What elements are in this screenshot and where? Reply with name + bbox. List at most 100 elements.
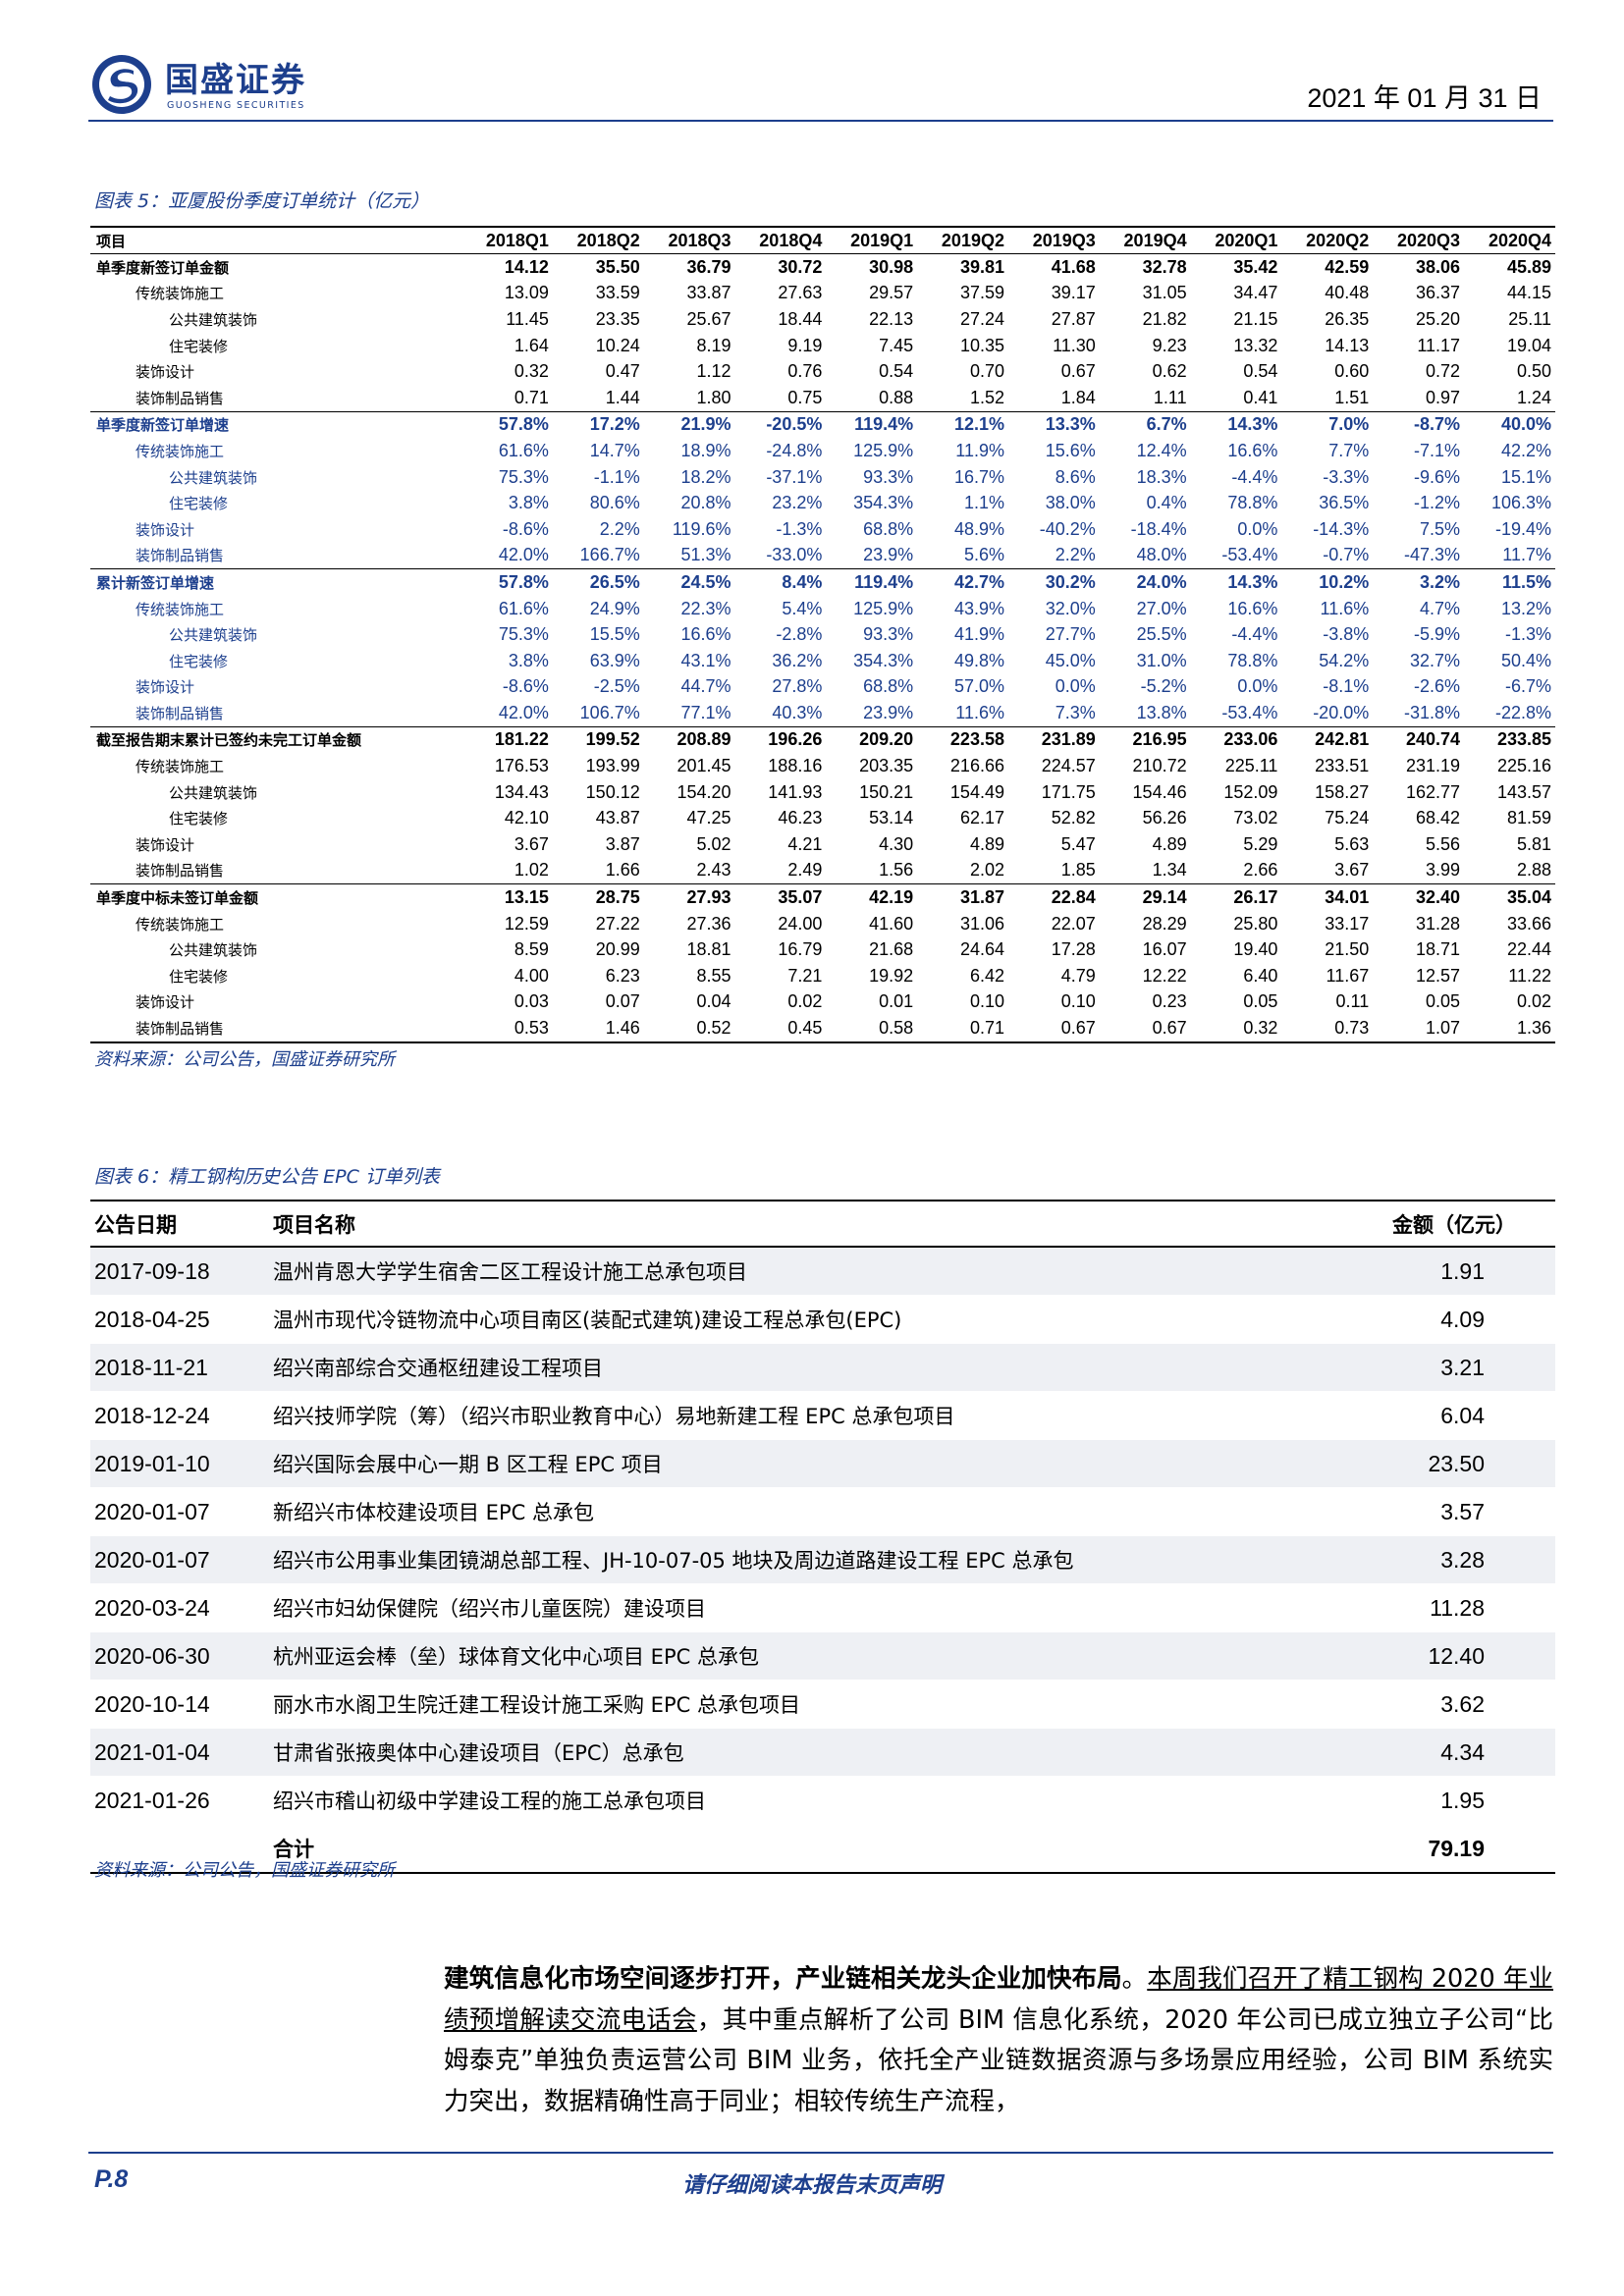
announcement-date: 2018-11-21 <box>90 1343 273 1392</box>
table-row: 传统装饰施工 12.59 27.22 27.36 24.00 41.60 31.06 22.0… <box>90 911 1555 937</box>
table-cell: 23.2% <box>772 493 823 513</box>
table-cell: 12.57 <box>1416 965 1461 986</box>
table-cell: 223.58 <box>917 725 1008 754</box>
table-cell: 16.7% <box>953 466 1004 487</box>
table-cell: 8.55 <box>696 965 731 986</box>
table-cell: 141.93 <box>768 781 823 802</box>
row-label: 装饰设计 <box>135 679 195 697</box>
table-cell: 21.68 <box>869 939 914 960</box>
table-cell: 0.53 <box>461 1015 553 1043</box>
table-cell: 125.9% <box>853 598 914 618</box>
table-cell: 125.9% <box>853 440 914 460</box>
table-row: 装饰制品销售 42.0% 106.7% 77.1% 40.3% 23.9% 11.6% 7.3… <box>90 700 1555 726</box>
table-cell: 30.98 <box>826 252 918 281</box>
table-cell: 0.60 <box>1334 361 1370 382</box>
table-header-row: 公告日期 项目名称 金额（亿元） <box>90 1200 1555 1248</box>
table-cell: 12.59 <box>504 913 549 934</box>
table-cell: 6.40 <box>1243 965 1278 986</box>
table-cell: 0.71 <box>514 387 549 407</box>
table-cell: -37.1% <box>766 466 823 487</box>
table-cell: 50.4% <box>1500 650 1551 670</box>
table-cell: 18.71 <box>1416 939 1461 960</box>
table-cell: 18.44 <box>778 308 823 329</box>
table-cell: 21.50 <box>1325 939 1370 960</box>
table-cell: 13.2% <box>1500 598 1551 618</box>
table-cell: 354.3% <box>853 493 914 513</box>
table-cell: 19.04 <box>1506 335 1551 355</box>
table-cell: 2.02 <box>969 860 1004 881</box>
table-row: 2018-11-21 绍兴南部综合交通枢纽建设工程项目 3.21 <box>90 1343 1555 1392</box>
table-cell: 201.45 <box>677 756 731 776</box>
table-cell: 0.47 <box>605 361 640 382</box>
table-cell: 9.19 <box>787 335 823 355</box>
table-cell: 29.57 <box>869 283 914 303</box>
table-cell: 209.20 <box>826 725 918 754</box>
table-cell: 5.4% <box>782 598 823 618</box>
table-cell: 0.02 <box>1516 991 1551 1012</box>
table-cell: 225.11 <box>1224 756 1278 776</box>
table-cell: 26.35 <box>1325 308 1370 329</box>
table-cell: -22.8% <box>1494 702 1551 722</box>
report-date: 2021 年 01 月 31 日 <box>1307 83 1542 113</box>
guosheng-logo-icon <box>92 55 151 114</box>
table-cell: 0.32 <box>514 361 549 382</box>
table-cell: 0.02 <box>787 991 823 1012</box>
table-cell: 106.3% <box>1490 493 1551 513</box>
table-row: 2020-03-24 绍兴市妇幼保健院（绍兴市儿童医院）建设项目 11.28 <box>90 1583 1555 1632</box>
column-header: 2019Q2 <box>917 226 1008 254</box>
table-cell: 68.8% <box>863 676 914 697</box>
amount: 1.91 <box>1274 1247 1555 1296</box>
table-cell: 25.67 <box>686 308 731 329</box>
table-row: 2017-09-18 温州肯恩大学学生宿舍二区工程设计施工总承包项目 1.91 <box>90 1247 1555 1296</box>
table-cell: 11.67 <box>1326 965 1370 986</box>
table-cell: -7.1% <box>1414 440 1461 460</box>
table-row: 传统装饰施工 61.6% 24.9% 22.3% 5.4% 125.9% 43.9% 32.0… <box>90 596 1555 622</box>
table-cell: 4.00 <box>514 965 549 986</box>
announcement-date: 2020-06-30 <box>90 1631 273 1681</box>
table-row: 住宅装修 1.64 10.24 8.19 9.19 7.45 10.35 11.30 9.23 1… <box>90 333 1555 359</box>
table-cell: 0.32 <box>1190 1015 1282 1043</box>
table-cell: 15.1% <box>1500 466 1551 487</box>
table-cell: 37.59 <box>959 283 1004 303</box>
table-cell: 48.0% <box>1136 545 1187 565</box>
table-cell: 41.68 <box>1007 252 1100 281</box>
table-cell: 152.09 <box>1223 781 1278 802</box>
table-cell: 166.7% <box>579 545 640 565</box>
table-cell: 1.66 <box>605 860 640 881</box>
paragraph-headline: 建筑信息化市场空间逐步打开，产业链相关龙头企业加快布局 <box>444 1964 1122 1994</box>
table-cell: 8.19 <box>696 335 731 355</box>
project-name: 绍兴市妇幼保健院（绍兴市儿童医院）建设项目 <box>273 1583 1274 1632</box>
table-cell: 0.0% <box>1055 676 1096 697</box>
table-cell: -20.5% <box>734 410 827 439</box>
table-cell: 0.73 <box>1281 1015 1374 1043</box>
table-cell: 43.87 <box>595 808 640 828</box>
table-cell: 18.3% <box>1136 466 1187 487</box>
column-header: 2020Q2 <box>1281 226 1374 254</box>
table-cell: 224.57 <box>1041 756 1096 776</box>
table-cell: 27.7% <box>1045 624 1096 645</box>
table-cell: 33.87 <box>686 283 731 303</box>
table-cell: 22.13 <box>869 308 914 329</box>
total-amount: 79.19 <box>1274 1824 1555 1874</box>
table-cell: 54.2% <box>1319 650 1370 670</box>
paragraph-underlined: 本周我们召开了精工钢构 2020 年业绩预增解读交流电话会 <box>444 1964 1553 2035</box>
row-label: 累计新签订单增速 <box>90 568 462 596</box>
table-cell: 36.5% <box>1319 493 1370 513</box>
table-row: 传统装饰施工 61.6% 14.7% 18.9% -24.8% 125.9% 11.9% 15… <box>90 438 1555 464</box>
table-cell: -2.5% <box>593 676 640 697</box>
page-number: P.8 <box>94 2165 129 2193</box>
table-cell: 33.17 <box>1325 913 1370 934</box>
table-cell: 154.49 <box>949 781 1004 802</box>
table-cell: 0.01 <box>879 991 914 1012</box>
row-label: 公共建筑装饰 <box>169 469 258 487</box>
table-cell: 39.81 <box>917 252 1008 281</box>
table-cell: -6.7% <box>1504 676 1551 697</box>
table-cell: 233.85 <box>1464 725 1555 754</box>
table-cell: 1.11 <box>1153 387 1187 407</box>
table-cell: 42.19 <box>826 883 918 911</box>
table-cell: 2.88 <box>1516 860 1551 881</box>
column-header: 2019Q3 <box>1007 226 1100 254</box>
table-cell: -8.6% <box>502 518 549 539</box>
table-cell: 233.06 <box>1190 725 1282 754</box>
total-empty-cell <box>90 1824 273 1874</box>
